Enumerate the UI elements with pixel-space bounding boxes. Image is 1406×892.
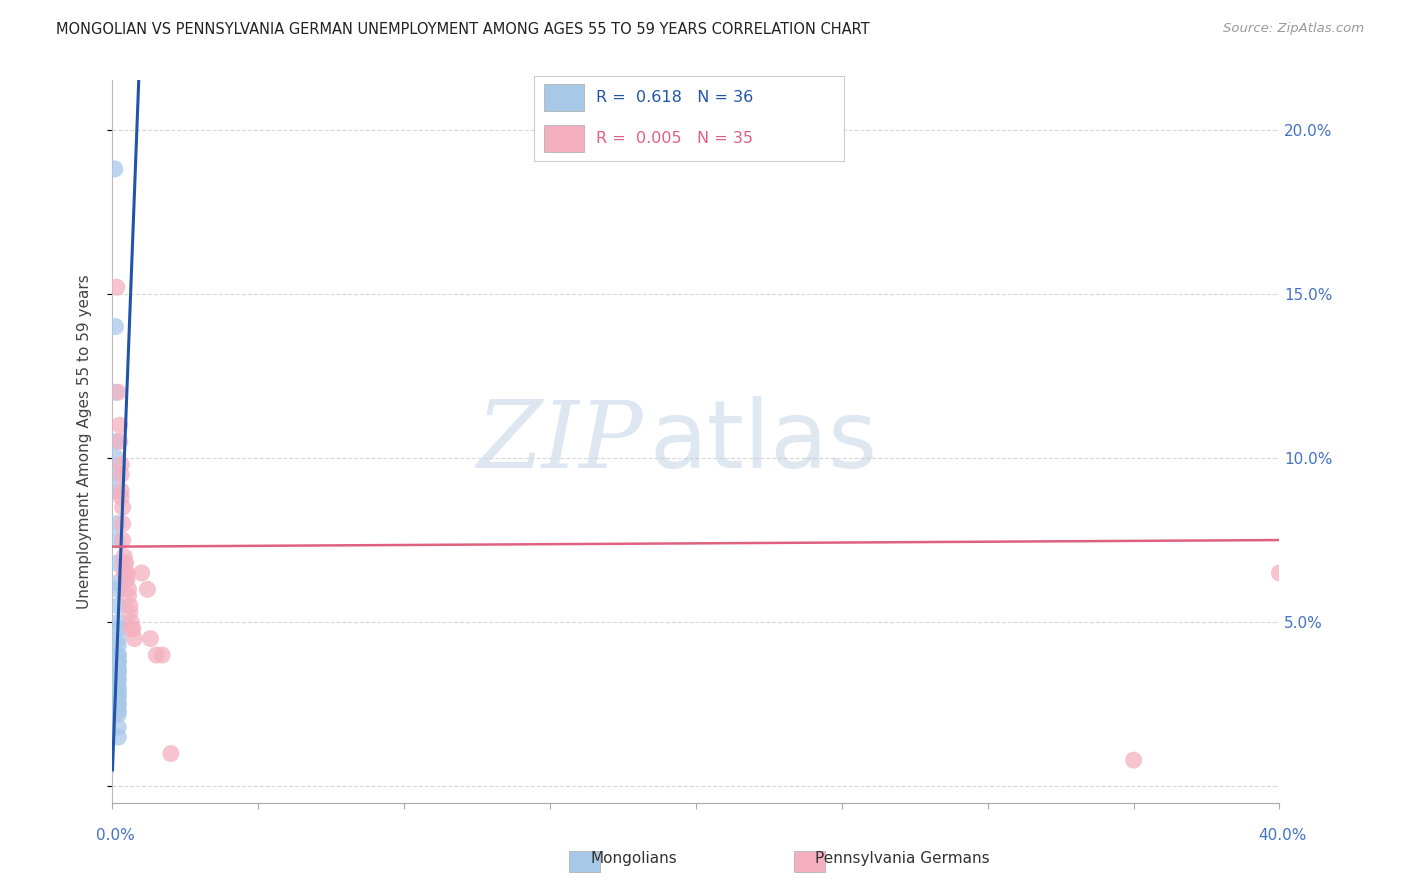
Point	[108, 434, 131, 449]
Point	[105, 533, 128, 547]
Text: Source: ZipAtlas.com: Source: ZipAtlas.com	[1223, 22, 1364, 36]
Point	[107, 638, 129, 652]
Point	[108, 418, 131, 433]
Point	[114, 573, 136, 587]
Point	[104, 319, 127, 334]
Point	[114, 556, 136, 570]
Point	[114, 566, 136, 580]
Point	[104, 467, 127, 482]
Point	[111, 516, 134, 531]
Point	[136, 582, 159, 597]
Bar	[569, 851, 600, 872]
Text: Pennsylvania Germans: Pennsylvania Germans	[815, 851, 990, 865]
Point	[110, 483, 132, 498]
Point	[107, 622, 129, 636]
Point	[139, 632, 162, 646]
Point	[107, 704, 129, 718]
Point	[124, 632, 146, 646]
Point	[107, 599, 129, 613]
Point	[104, 450, 127, 465]
Point	[107, 665, 129, 679]
Text: atlas: atlas	[650, 395, 877, 488]
Point	[104, 434, 127, 449]
Point	[120, 615, 142, 630]
Point	[145, 648, 167, 662]
Point	[107, 648, 129, 662]
Point	[1268, 566, 1291, 580]
Point	[115, 573, 138, 587]
Point	[107, 661, 129, 675]
Point	[107, 690, 129, 705]
Point	[107, 671, 129, 685]
Point	[131, 566, 153, 580]
Text: R =  0.005   N = 35: R = 0.005 N = 35	[596, 131, 754, 146]
Point	[107, 582, 129, 597]
Point	[1122, 753, 1144, 767]
Point	[117, 582, 139, 597]
Text: Mongolians: Mongolians	[591, 851, 678, 865]
Bar	[544, 85, 583, 112]
Point	[117, 589, 139, 603]
Point	[122, 622, 145, 636]
Point	[107, 632, 129, 646]
Point	[111, 500, 134, 515]
Point	[104, 161, 127, 176]
Point	[160, 747, 183, 761]
Point	[104, 483, 127, 498]
Point	[105, 280, 128, 294]
Point	[107, 385, 129, 400]
Point	[111, 533, 134, 547]
Point	[104, 385, 127, 400]
Point	[105, 556, 128, 570]
Point	[110, 491, 132, 505]
Point	[107, 698, 129, 712]
Text: 40.0%: 40.0%	[1258, 828, 1306, 843]
Point	[107, 674, 129, 689]
Point	[105, 516, 128, 531]
Bar	[794, 851, 825, 872]
Point	[110, 467, 132, 482]
Point	[107, 730, 129, 744]
Point	[107, 707, 129, 722]
Point	[107, 687, 129, 701]
Point	[115, 566, 138, 580]
Point	[118, 605, 141, 619]
Point	[118, 599, 141, 613]
Point	[107, 665, 129, 679]
Point	[112, 566, 135, 580]
Point	[150, 648, 173, 662]
Text: 0.0%: 0.0%	[96, 828, 135, 843]
Point	[107, 615, 129, 630]
Point	[107, 698, 129, 712]
Point	[107, 575, 129, 590]
Bar	[544, 125, 583, 152]
Y-axis label: Unemployment Among Ages 55 to 59 years: Unemployment Among Ages 55 to 59 years	[77, 274, 91, 609]
Point	[120, 622, 142, 636]
Point	[107, 681, 129, 695]
Text: R =  0.618   N = 36: R = 0.618 N = 36	[596, 90, 754, 105]
Point	[112, 556, 135, 570]
Point	[107, 655, 129, 669]
Point	[107, 684, 129, 698]
Point	[107, 720, 129, 734]
Point	[107, 655, 129, 669]
Point	[112, 549, 135, 564]
Text: MONGOLIAN VS PENNSYLVANIA GERMAN UNEMPLOYMENT AMONG AGES 55 TO 59 YEARS CORRELAT: MONGOLIAN VS PENNSYLVANIA GERMAN UNEMPLO…	[56, 22, 870, 37]
Point	[110, 458, 132, 472]
Text: ZIP: ZIP	[477, 397, 644, 486]
Point	[107, 648, 129, 662]
